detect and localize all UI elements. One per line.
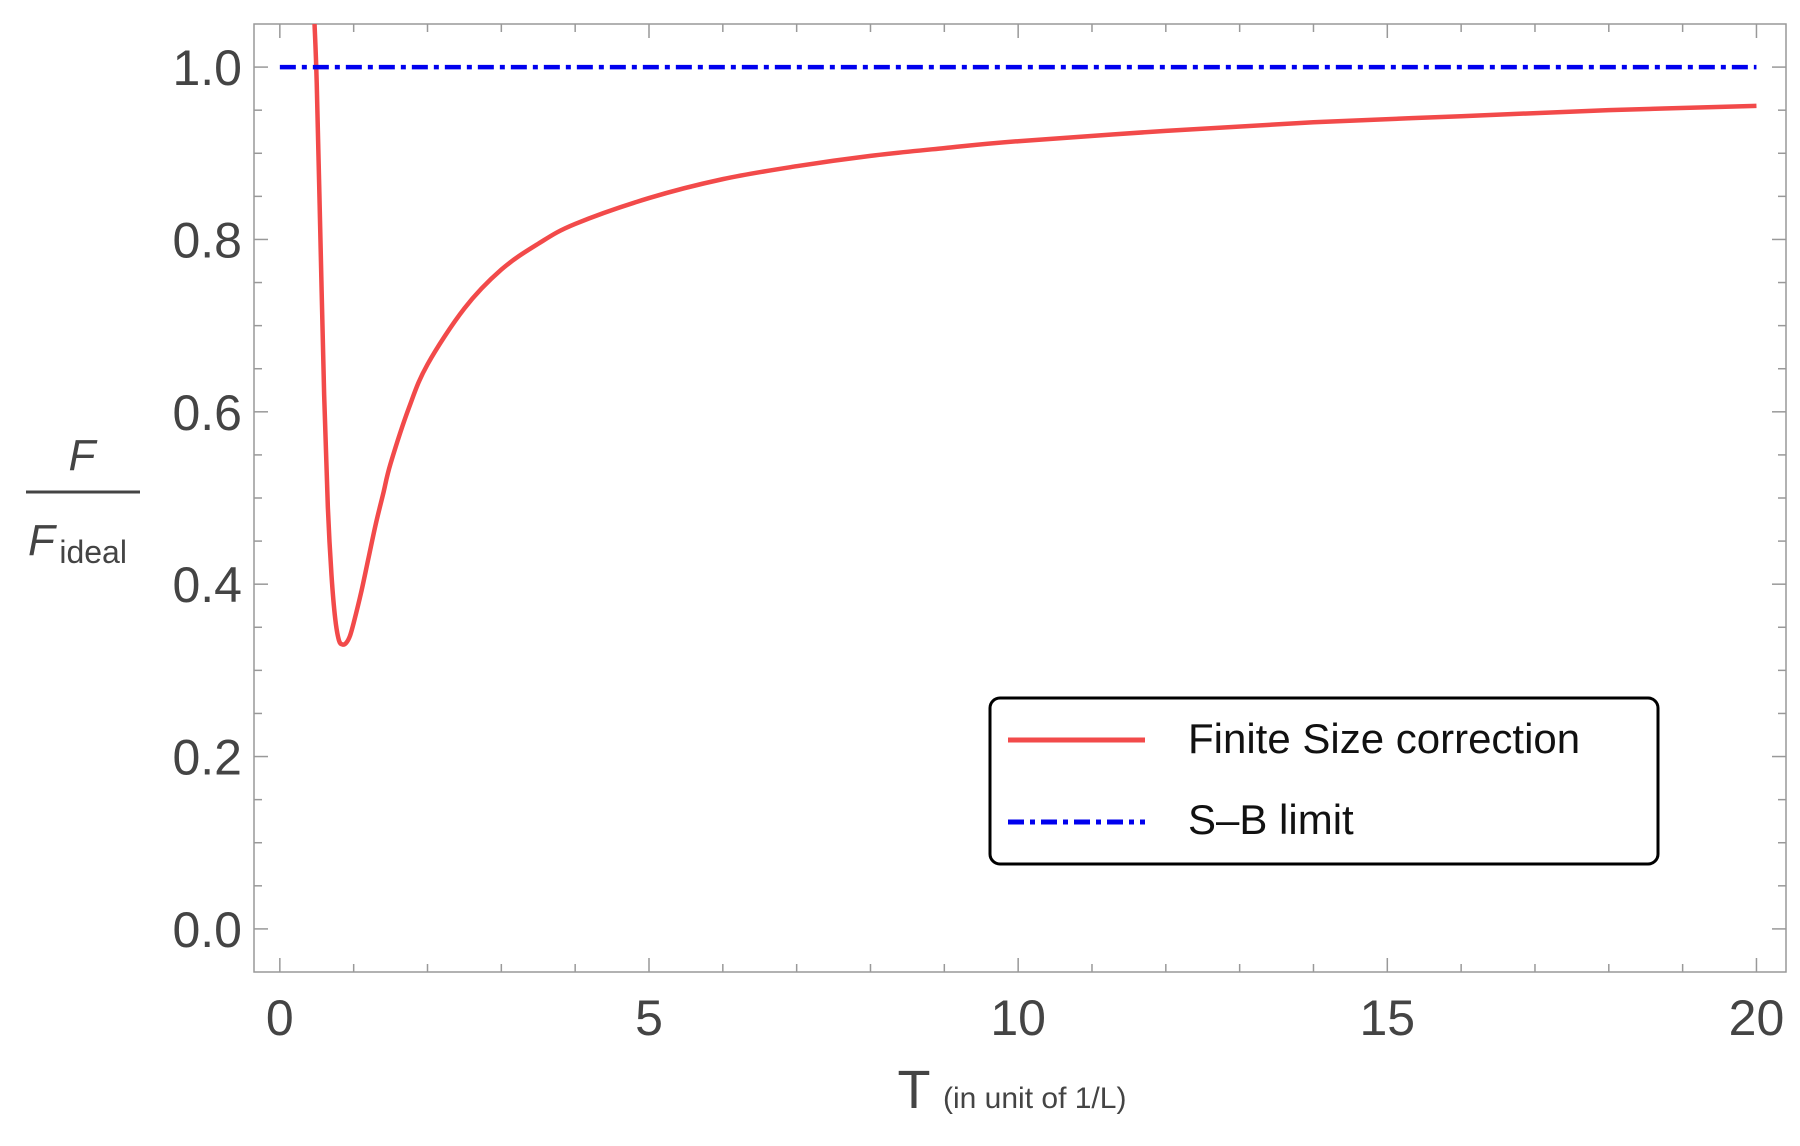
y-tick-label: 1.0 bbox=[172, 40, 242, 96]
series-line-finite-size-correction bbox=[312, 24, 1757, 647]
x-tick-label: 0 bbox=[266, 990, 294, 1046]
x-tick-label: 15 bbox=[1359, 990, 1415, 1046]
series-layer bbox=[279, 24, 1757, 647]
y-tick-label: 0.4 bbox=[172, 557, 242, 613]
legend-label-sb-limit: S–B limit bbox=[1188, 796, 1354, 843]
x-tick-label: 10 bbox=[990, 990, 1046, 1046]
legend: Finite Size correction S–B limit bbox=[988, 696, 1660, 866]
y-tick-label: 0.0 bbox=[172, 902, 242, 958]
x-axis-label-main: T bbox=[898, 1060, 931, 1120]
legend-box bbox=[988, 696, 1660, 866]
y-tick-label: 0.2 bbox=[172, 730, 242, 786]
y-axis-ticks: 0.0 0.2 0.4 0.6 0.8 1.0 bbox=[172, 40, 242, 958]
legend-label-finite-size: Finite Size correction bbox=[1188, 715, 1580, 762]
y-axis-label-numerator: F bbox=[69, 431, 98, 480]
x-axis-label-sub: (in unit of 1/L) bbox=[943, 1082, 1126, 1115]
y-axis-label-denominator-main: F bbox=[28, 516, 57, 565]
minor-ticks bbox=[254, 24, 1786, 972]
y-tick-label: 0.6 bbox=[172, 385, 242, 441]
x-axis-label: T (in unit of 1/L) bbox=[898, 1060, 1127, 1120]
y-tick-label: 0.8 bbox=[172, 212, 242, 268]
x-tick-label: 5 bbox=[635, 990, 663, 1046]
y-axis-label: F F ideal bbox=[26, 431, 140, 570]
x-tick-label: 20 bbox=[1729, 990, 1785, 1046]
y-axis-label-denominator-sub: ideal bbox=[59, 534, 127, 570]
y-axis-label-denominator: F ideal bbox=[28, 516, 127, 570]
x-axis-ticks: 0 5 10 15 20 bbox=[266, 990, 1784, 1046]
